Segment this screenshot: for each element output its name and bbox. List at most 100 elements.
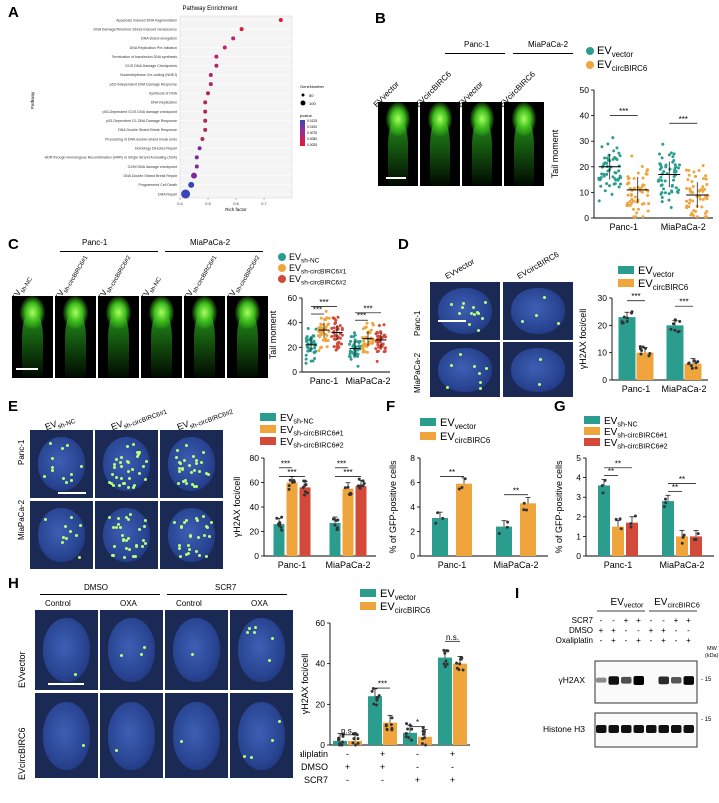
data-point <box>614 517 618 521</box>
foci <box>121 533 125 537</box>
legend-swatch <box>360 589 376 597</box>
y-tick-label: 0 <box>576 551 581 561</box>
data-point <box>332 345 336 349</box>
data-point <box>330 334 334 338</box>
foci <box>521 320 525 324</box>
foci <box>43 474 47 478</box>
data-point <box>629 311 633 315</box>
data-point <box>687 173 691 177</box>
foci <box>128 513 132 517</box>
pathway-label: Synthesis of DNA <box>149 92 178 96</box>
enrichment-point <box>239 27 244 32</box>
treatment-label: Oxaliplatin <box>300 749 328 759</box>
data-point <box>687 168 691 172</box>
comet-image <box>378 102 418 186</box>
data-point <box>685 204 689 208</box>
panel-d-row-1: Panc-1 <box>413 310 422 336</box>
data-point <box>672 178 676 182</box>
data-point <box>421 729 425 733</box>
enrichment-point <box>194 164 199 169</box>
foci <box>73 673 77 677</box>
enrichment-point <box>208 72 213 77</box>
treatment-sign: + <box>345 762 350 772</box>
foci <box>78 555 82 559</box>
legend-swatch <box>584 427 600 435</box>
data-point <box>660 178 664 182</box>
foci <box>192 484 196 488</box>
treatment-sign: + <box>380 749 385 759</box>
y-tick-label: 10 <box>598 348 608 358</box>
data-point <box>664 501 668 505</box>
blot-band <box>658 676 669 685</box>
legend-swatch <box>260 437 276 445</box>
data-point <box>371 687 375 691</box>
y-tick-label: 0 <box>584 213 589 223</box>
blot-treatment-sign: - <box>687 626 690 635</box>
data-point <box>377 324 381 328</box>
bar <box>636 352 654 380</box>
foci <box>179 554 183 558</box>
data-point <box>605 161 609 165</box>
data-point <box>641 176 645 180</box>
blot-treatment-sign: + <box>661 636 666 645</box>
enrichment-point <box>191 172 197 179</box>
data-point <box>302 479 306 483</box>
if-image <box>503 342 573 397</box>
foci <box>183 521 187 525</box>
data-point <box>636 207 640 211</box>
data-point <box>319 322 323 326</box>
data-point <box>600 484 604 488</box>
foci <box>206 472 210 476</box>
data-point <box>331 517 335 521</box>
data-point <box>463 477 467 481</box>
legend-title: GeneNumber <box>300 84 325 89</box>
legend-swatch <box>618 266 634 274</box>
data-point <box>600 172 604 176</box>
data-point <box>672 159 676 163</box>
panel-h-row-1: EVvector <box>17 651 27 688</box>
sig-label: ** <box>608 467 614 476</box>
data-point <box>629 193 633 197</box>
category-label: Panc-1 <box>310 376 339 386</box>
y-tick-label: 40 <box>288 318 298 328</box>
data-point <box>629 525 633 529</box>
legend-label: EVsh-circBIRC6#1 <box>280 425 344 438</box>
data-point <box>678 163 682 167</box>
data-point <box>672 152 676 156</box>
data-point <box>605 156 609 160</box>
data-point <box>617 185 621 189</box>
data-point <box>313 346 317 350</box>
data-point <box>287 484 291 488</box>
data-point <box>436 511 440 515</box>
comet-image <box>12 296 53 378</box>
sig-label: ** <box>679 475 685 484</box>
bar <box>342 488 354 556</box>
bar <box>453 663 467 745</box>
data-point <box>684 168 688 172</box>
foci <box>189 534 193 538</box>
data-point <box>320 330 324 334</box>
data-point <box>648 351 652 355</box>
bar <box>626 522 638 556</box>
foci <box>142 465 146 469</box>
blot-treatment-sign: + <box>611 636 616 645</box>
bar <box>676 536 688 556</box>
sig-label: *** <box>319 298 328 307</box>
data-point <box>340 743 344 747</box>
treatment-sign: - <box>381 775 384 785</box>
treatment-sign: + <box>450 749 455 759</box>
nucleus <box>172 618 221 682</box>
data-point <box>674 186 678 190</box>
foci <box>479 381 483 385</box>
data-point <box>321 338 325 342</box>
data-point <box>505 525 509 529</box>
sig-label: *** <box>679 115 688 124</box>
data-point <box>317 334 321 338</box>
data-point <box>697 189 701 193</box>
y-axis-label: γH2AX foci/cell <box>578 309 588 370</box>
data-point <box>349 492 353 496</box>
blot-band <box>633 676 644 685</box>
bar <box>456 483 472 556</box>
enrichment-point <box>181 189 191 199</box>
foci <box>127 518 131 522</box>
